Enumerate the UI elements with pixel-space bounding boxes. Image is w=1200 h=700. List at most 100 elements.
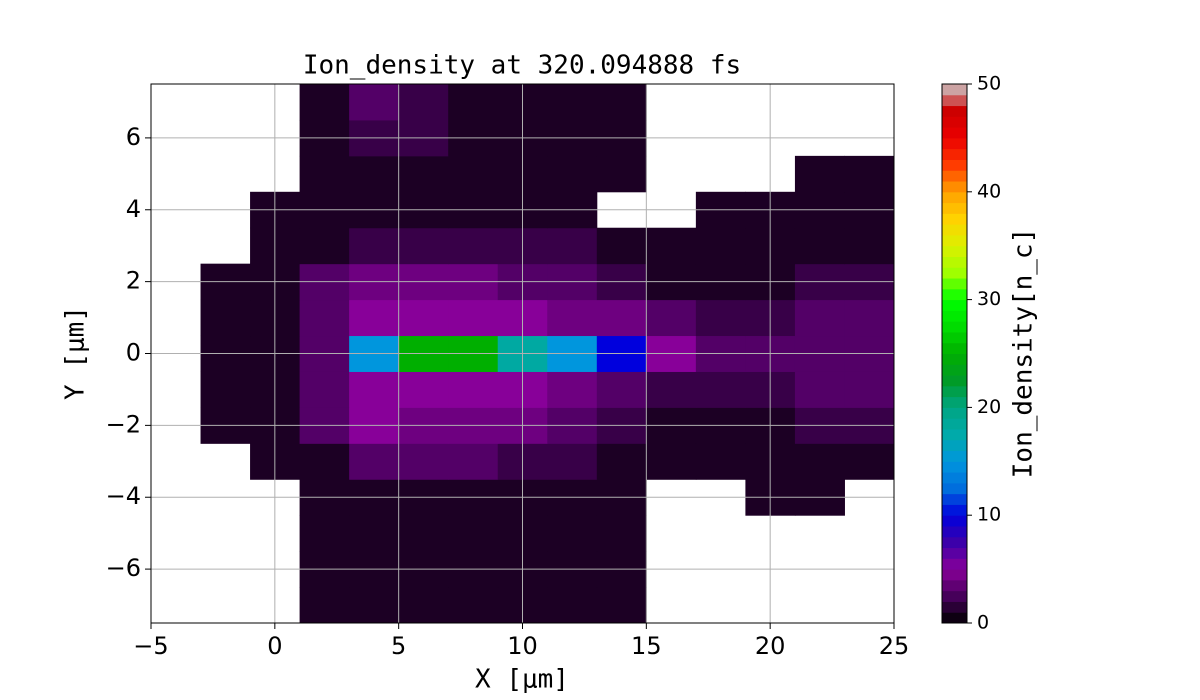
colorbar-swatch — [942, 256, 967, 268]
colorbar-swatch — [942, 418, 967, 430]
heat-cell — [448, 227, 499, 265]
colorbar-swatch — [942, 579, 967, 592]
heat-cell — [200, 371, 251, 408]
colorbar-swatch — [942, 84, 967, 96]
y-tick-label: −6 — [106, 554, 141, 582]
heat-cell — [398, 84, 449, 121]
colorbar-swatch — [942, 213, 967, 225]
colorbar-swatch — [942, 590, 967, 602]
colorbar-swatch — [942, 342, 967, 354]
heat-cell — [398, 155, 449, 193]
colorbar-swatch — [942, 515, 967, 527]
heat-cell — [596, 587, 647, 624]
heat-cell — [596, 84, 647, 121]
heat-cell — [349, 227, 400, 265]
heat-cell — [448, 443, 499, 480]
heat-cell — [448, 371, 499, 408]
colorbar-swatch — [942, 558, 967, 570]
heat-cell — [349, 515, 400, 552]
heat-cell — [398, 371, 449, 408]
heat-cell — [349, 155, 400, 193]
colorbar-swatch — [942, 245, 967, 257]
heat-cell — [794, 155, 845, 193]
x-tick-label: −5 — [133, 632, 168, 660]
y-tick-label: 0 — [126, 339, 141, 367]
colorbar-swatch — [942, 396, 967, 408]
heat-cell — [299, 227, 350, 265]
colorbar-swatch — [942, 612, 967, 624]
heat-cell — [349, 371, 400, 408]
colorbar-swatch — [942, 116, 967, 128]
heat-cell — [596, 227, 647, 265]
heat-cell — [299, 299, 350, 337]
heat-cell — [844, 227, 895, 265]
heat-cell — [547, 227, 598, 265]
heat-cell — [299, 587, 350, 624]
colorbar-swatch — [942, 224, 967, 236]
x-tick-label: 25 — [879, 632, 910, 660]
colorbar-swatch — [942, 278, 967, 290]
heat-cell — [646, 443, 697, 480]
colorbar-swatch — [942, 375, 967, 387]
y-axis-label: Y [μm] — [61, 306, 91, 400]
colorbar-swatch — [942, 525, 967, 538]
colorbar-swatch — [942, 428, 967, 441]
heat-cell — [646, 371, 697, 408]
colorbar-swatch — [942, 569, 967, 581]
colorbar-tick-label: 30 — [977, 288, 1001, 310]
colorbar-swatch — [942, 407, 967, 419]
colorbar-swatch — [942, 504, 967, 516]
x-tick-label: 5 — [391, 632, 406, 660]
heat-cell — [398, 587, 449, 624]
heat-cell — [794, 227, 845, 265]
heat-cell — [448, 299, 499, 337]
heat-cell — [448, 515, 499, 552]
heat-cell — [299, 84, 350, 121]
colorbar-swatch — [942, 364, 967, 376]
colorbar-swatch — [942, 137, 967, 150]
colorbar-swatch — [942, 536, 967, 549]
colorbar-swatch — [942, 105, 967, 117]
heat-cell — [547, 443, 598, 480]
x-tick-label: 10 — [507, 632, 538, 660]
heat-cell — [596, 515, 647, 552]
colorbar-swatch — [942, 547, 967, 559]
y-tick-label: 2 — [126, 267, 141, 295]
x-tick-label: 20 — [755, 632, 786, 660]
colorbar-swatch — [942, 461, 967, 473]
heat-cell — [398, 515, 449, 552]
colorbar-swatch — [942, 94, 967, 107]
heat-cell — [200, 299, 251, 337]
colorbar-tick-label: 50 — [977, 73, 1001, 95]
colorbar-swatch — [942, 493, 967, 505]
heat-cell — [547, 299, 598, 337]
colorbar-swatch — [942, 439, 967, 452]
heat-cell — [349, 84, 400, 121]
heat-cell — [844, 371, 895, 408]
heat-cell — [448, 587, 499, 624]
colorbar-swatch — [942, 450, 967, 462]
heat-cell — [596, 371, 647, 408]
heat-cell — [646, 299, 697, 337]
heat-cell — [794, 371, 845, 408]
colorbar-tick-label: 40 — [977, 180, 1001, 202]
heat-cell — [844, 443, 895, 480]
heat-cell — [547, 155, 598, 193]
heat-cell — [844, 155, 895, 193]
heat-cell — [794, 299, 845, 337]
x-tick-label: 15 — [631, 632, 662, 660]
heat-cell — [794, 443, 845, 480]
y-tick-label: −4 — [106, 482, 141, 510]
heat-cell — [596, 299, 647, 337]
heat-cell — [695, 299, 746, 337]
heat-cell — [299, 371, 350, 408]
heat-cell — [695, 443, 746, 480]
heat-cell — [695, 227, 746, 265]
y-tick-label: −2 — [106, 410, 141, 438]
colorbar-swatch — [942, 148, 967, 160]
heat-cell — [299, 515, 350, 552]
heat-cell — [547, 84, 598, 121]
colorbar-swatch — [942, 127, 967, 139]
heat-cell — [547, 515, 598, 552]
colorbar-swatch — [942, 267, 967, 279]
